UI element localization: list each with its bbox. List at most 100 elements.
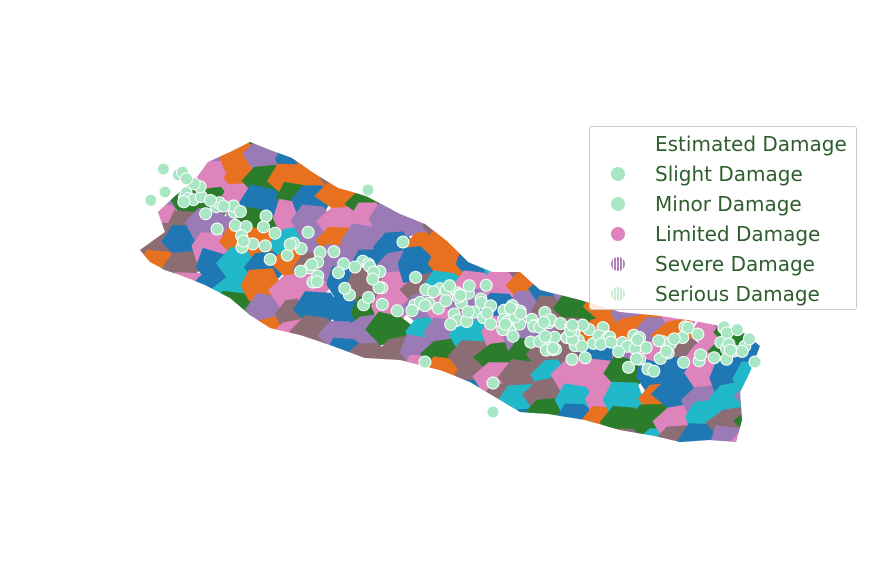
damage-point — [677, 355, 691, 369]
damage-point — [268, 226, 282, 240]
district-region — [348, 360, 394, 391]
damage-point — [707, 351, 721, 365]
district-region — [452, 142, 499, 152]
district-region — [450, 179, 497, 215]
district-region — [246, 383, 291, 418]
district-region — [677, 423, 721, 442]
district-region — [189, 354, 239, 391]
damage-point — [217, 199, 231, 213]
district-region — [426, 384, 472, 415]
district-region — [140, 334, 154, 369]
damage-point — [327, 245, 341, 259]
district-region — [346, 142, 386, 147]
district-region — [212, 356, 254, 393]
district-region — [140, 355, 161, 392]
damage-point — [538, 330, 552, 343]
district-region — [295, 357, 347, 392]
district-region — [366, 358, 422, 394]
damage-point — [283, 238, 297, 251]
district-region — [140, 423, 159, 442]
district-region — [183, 311, 233, 349]
damage-point — [366, 272, 380, 286]
district-region — [419, 142, 469, 147]
damage-point — [258, 239, 272, 253]
damage-point — [331, 266, 345, 280]
district-region — [173, 318, 211, 351]
district-region — [475, 422, 525, 442]
district-region — [186, 294, 239, 331]
district-region — [323, 142, 367, 178]
district-region — [319, 400, 365, 438]
damage-point — [427, 285, 441, 299]
damage-point — [565, 352, 579, 366]
district-region — [429, 142, 470, 175]
damage-point — [280, 248, 294, 262]
damage-point — [691, 327, 705, 341]
damage-point — [439, 294, 453, 308]
damage-point — [301, 225, 315, 239]
district-region — [195, 405, 234, 441]
district-region — [395, 162, 439, 197]
damage-point — [177, 195, 191, 209]
district-region — [140, 142, 160, 172]
district-region — [450, 405, 492, 439]
damage-point — [652, 334, 666, 348]
damage-point — [681, 321, 695, 335]
damage-point — [418, 299, 432, 313]
damage-point — [506, 329, 520, 343]
damage-point — [486, 405, 500, 419]
district-region — [218, 334, 263, 372]
damage-point — [294, 264, 308, 278]
damage-point — [639, 341, 653, 355]
legend-title-row: Estimated Damage — [590, 129, 856, 159]
district-region — [140, 142, 180, 152]
district-region — [267, 379, 322, 415]
district-region — [430, 180, 475, 216]
damage-point — [480, 306, 494, 320]
district-region — [161, 382, 214, 416]
damage-point — [418, 355, 432, 369]
district-region — [444, 142, 499, 174]
damage-point — [338, 281, 352, 295]
damage-point — [742, 332, 756, 346]
district-region — [273, 422, 318, 442]
severe-damage-marker — [611, 257, 625, 271]
damage-point — [748, 355, 762, 369]
district-region — [260, 142, 309, 151]
district-region — [169, 296, 206, 330]
district-region — [369, 426, 417, 442]
damage-point — [647, 364, 661, 378]
district-region — [503, 182, 549, 215]
damage-point — [158, 185, 172, 199]
damage-point — [735, 344, 749, 358]
district-region — [476, 142, 519, 172]
damage-point — [479, 278, 493, 292]
district-region — [188, 380, 242, 415]
district-region — [155, 337, 206, 369]
district-region — [291, 401, 332, 436]
damage-point — [503, 301, 517, 315]
district-region — [326, 424, 375, 442]
district-region — [140, 269, 162, 304]
district-region — [444, 206, 495, 240]
damage-point — [310, 275, 324, 289]
serious-damage-marker — [611, 287, 625, 301]
district-region — [581, 426, 623, 442]
minor-damage-marker — [611, 197, 625, 211]
district-region — [367, 402, 414, 436]
district-region — [140, 288, 185, 326]
district-region — [270, 362, 308, 394]
district-region — [527, 204, 578, 241]
district-region — [295, 142, 339, 178]
district-region — [295, 424, 344, 442]
district-region — [320, 386, 364, 419]
damage-point — [362, 291, 375, 304]
damage-point — [612, 345, 626, 359]
district-region — [449, 426, 491, 442]
district-region — [500, 142, 553, 153]
district-region — [140, 387, 157, 420]
district-region — [499, 229, 550, 265]
legend-item-serious: Serious Damage — [590, 279, 856, 309]
damage-point — [659, 344, 673, 358]
district-region — [288, 142, 337, 156]
